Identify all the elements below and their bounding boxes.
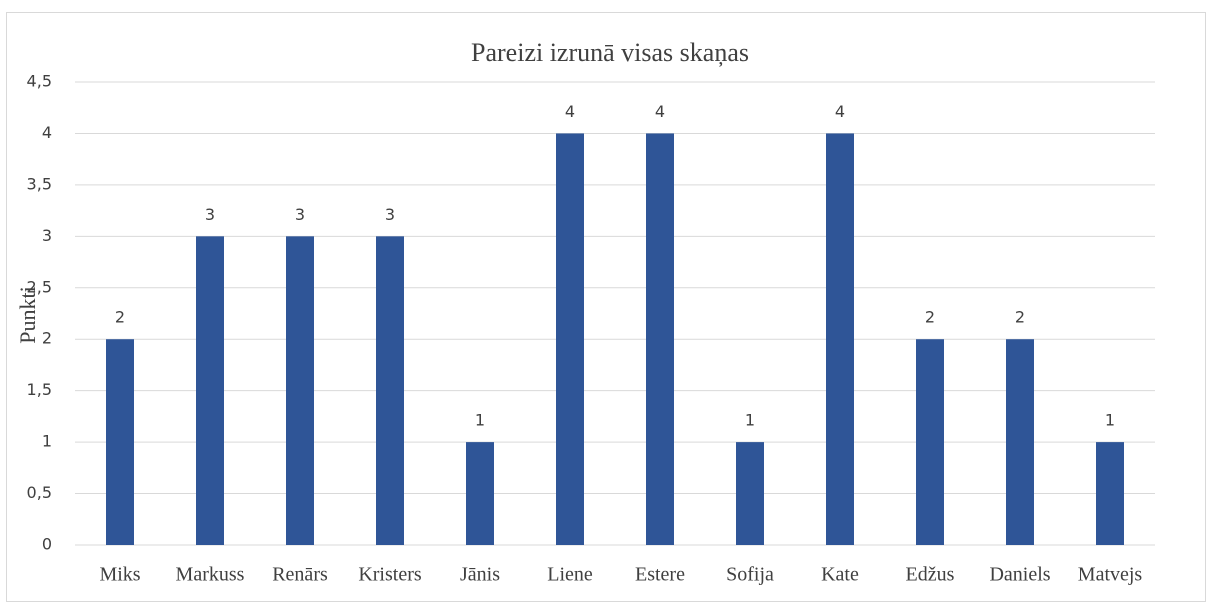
y-tick-label: 4,5 <box>27 72 52 91</box>
y-tick-label: 3 <box>42 226 52 245</box>
y-tick-label: 2,5 <box>27 277 52 296</box>
x-tick-label: Kate <box>821 564 859 586</box>
bar <box>556 133 584 545</box>
bar <box>466 442 494 545</box>
x-tick-label: Daniels <box>989 564 1050 586</box>
bar <box>826 133 854 545</box>
y-tick-label: 2 <box>42 329 52 348</box>
x-tick-label: Estere <box>635 564 685 586</box>
x-tick-label: Renārs <box>272 564 328 586</box>
bar <box>1006 339 1034 545</box>
x-tick-label: Kristers <box>358 564 422 586</box>
x-tick-label: Liene <box>547 564 593 586</box>
bar <box>1096 442 1124 545</box>
data-label: 2 <box>925 308 935 327</box>
data-label: 2 <box>1015 308 1025 327</box>
x-tick-label: Miks <box>99 564 140 586</box>
bar <box>916 339 944 545</box>
x-tick-label: Jānis <box>460 564 500 586</box>
data-label: 4 <box>835 102 845 121</box>
chart-title: Pareizi izrunā visas skaņas <box>471 38 749 67</box>
y-tick-label: 0 <box>42 535 52 554</box>
bar <box>736 442 764 545</box>
y-tick-label: 1 <box>42 432 52 451</box>
bar <box>286 236 314 546</box>
bar <box>106 339 134 545</box>
data-label: 3 <box>295 205 305 224</box>
bar <box>646 133 674 545</box>
data-label: 4 <box>655 102 665 121</box>
data-label: 2 <box>115 308 125 327</box>
x-tick-label: Sofija <box>726 564 774 586</box>
y-tick-label: 4 <box>42 123 52 142</box>
bar <box>376 236 404 546</box>
x-tick-label: Matvejs <box>1078 564 1143 586</box>
y-axis-label: Punkti <box>15 286 40 343</box>
data-label: 3 <box>205 205 215 224</box>
y-tick-label: 0,5 <box>27 483 52 502</box>
data-label: 1 <box>745 411 755 430</box>
y-tick-label: 1,5 <box>27 380 52 399</box>
data-label: 1 <box>475 411 485 430</box>
x-tick-label: Edžus <box>906 564 955 586</box>
data-label: 3 <box>385 205 395 224</box>
y-tick-label: 3,5 <box>27 174 52 193</box>
x-tick-label: Markuss <box>176 564 245 586</box>
data-label: 4 <box>565 102 575 121</box>
data-label: 1 <box>1105 411 1115 430</box>
bar <box>196 236 224 546</box>
